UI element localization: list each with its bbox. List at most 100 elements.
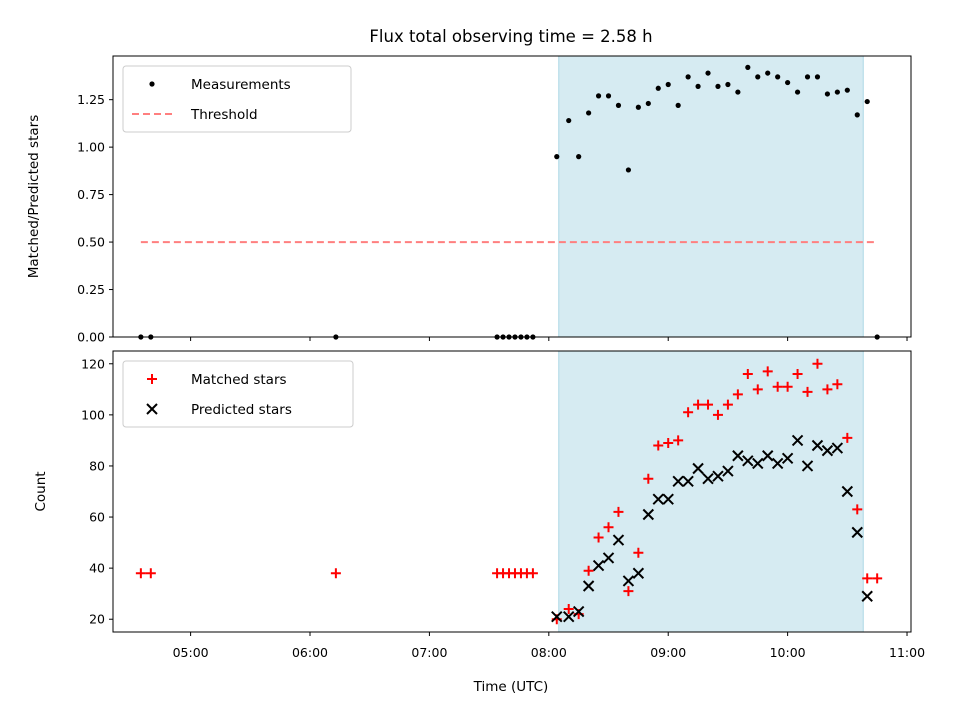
data-point [814, 74, 821, 80]
axes-frame [112, 350, 912, 633]
data-point [822, 384, 833, 395]
data-point [576, 154, 582, 160]
x-tick-label: 07:00 [411, 645, 447, 660]
data-point [145, 568, 156, 579]
data-point [673, 435, 684, 446]
data-point [572, 605, 585, 618]
data-point [135, 568, 146, 579]
data-point [794, 89, 801, 95]
data-point [772, 381, 783, 392]
legend-label: Threshold [190, 107, 258, 123]
data-point [792, 368, 803, 379]
data-point [732, 450, 744, 462]
data-point [705, 70, 711, 76]
data-point [682, 475, 694, 487]
data-point [652, 493, 664, 505]
data-point [804, 74, 811, 80]
data-point [554, 154, 560, 160]
data-point [791, 434, 804, 447]
data-point [642, 508, 655, 521]
data-point [595, 93, 602, 99]
shaded-span [558, 55, 864, 338]
data-point [765, 70, 771, 76]
data-point [695, 83, 701, 89]
data-point [685, 74, 691, 80]
data-point [602, 552, 615, 564]
y-tick-label: 40 [89, 561, 105, 576]
data-point [625, 167, 632, 173]
x-tick-label: 06:00 [292, 645, 328, 660]
y-tick-label: 60 [89, 510, 105, 525]
y-tick-label: 0.25 [77, 282, 105, 297]
y-tick-label: 120 [81, 356, 105, 371]
data-point [703, 399, 714, 410]
y-tick-label: 0.00 [77, 330, 105, 345]
data-point [782, 381, 793, 392]
data-point [864, 98, 870, 105]
data-point [735, 89, 741, 95]
data-point [821, 444, 834, 457]
figure-title: Flux total observing time = 2.58 h [369, 27, 652, 46]
legend-label: Predicted stars [191, 402, 292, 418]
data-point [861, 590, 873, 602]
legend-label: Measurements [191, 77, 291, 93]
data-point [632, 567, 645, 579]
data-point [844, 87, 850, 93]
data-point [613, 506, 624, 517]
data-point [692, 462, 704, 475]
data-point [603, 522, 614, 533]
y-axis-label: Count [33, 471, 49, 511]
series-matched-stars [135, 358, 883, 625]
axes-frame [112, 55, 912, 338]
data-point [725, 81, 731, 88]
legend-label: Matched stars [191, 372, 287, 388]
data-point [633, 547, 644, 558]
data-point [771, 457, 784, 470]
data-point [781, 452, 794, 464]
data-point [665, 81, 671, 88]
data-point [752, 457, 764, 470]
y-axis-label: Matched/Predicted stars [26, 115, 42, 278]
data-point [712, 470, 724, 482]
data-point [842, 432, 853, 443]
series-predicted-stars [551, 434, 873, 623]
data-point [712, 409, 723, 420]
data-point [612, 534, 625, 546]
data-point [852, 504, 863, 515]
data-point [662, 493, 674, 505]
data-point [834, 89, 840, 95]
data-point [527, 568, 538, 579]
data-point [583, 565, 594, 576]
y-tick-label: 1.00 [77, 140, 105, 155]
data-point [622, 575, 635, 587]
data-point [586, 110, 592, 116]
data-point [693, 399, 704, 410]
legend-x-swatch [146, 403, 158, 415]
y-tick-label: 80 [89, 458, 105, 473]
top-panel: 0.00 0.25 0.50 0.75 1.00 1.25 Matched/Predicte… [26, 55, 912, 345]
data-point [635, 104, 641, 110]
y-tick-label: 0.75 [77, 187, 105, 202]
data-point [702, 473, 714, 485]
data-point [872, 573, 883, 584]
data-point [785, 79, 791, 86]
data-point [851, 526, 863, 539]
data-point [663, 437, 674, 448]
legend-box [122, 360, 354, 428]
x-axis-label: Time (UTC) [473, 679, 549, 695]
data-point [854, 112, 860, 118]
data-point [752, 384, 763, 395]
data-point [722, 399, 733, 410]
legend-plus-swatch [147, 374, 157, 384]
legend-dot-swatch [149, 81, 155, 87]
legend-box [122, 65, 352, 133]
x-tick-label: 09:00 [650, 645, 686, 660]
data-point [755, 74, 761, 80]
shaded-span [558, 350, 864, 633]
data-point [645, 100, 651, 107]
data-point [775, 74, 781, 80]
data-point [841, 485, 854, 498]
data-point [593, 532, 604, 543]
data-point [832, 379, 843, 390]
